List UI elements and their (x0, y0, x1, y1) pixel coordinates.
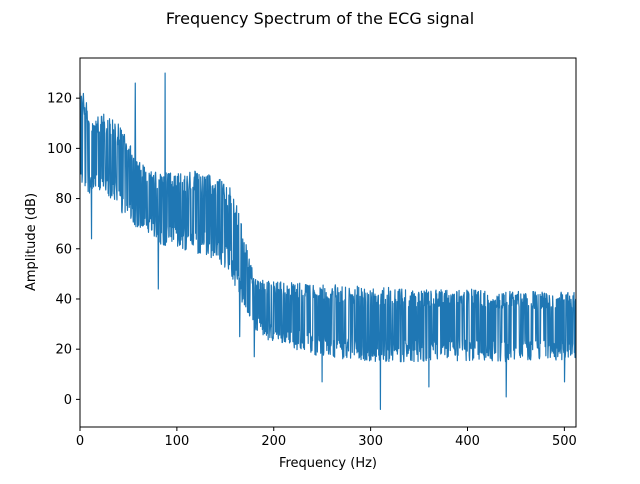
x-axis-label: Frequency (Hz) (279, 456, 377, 471)
x-tick-label: 500 (552, 434, 577, 449)
plot-frame (79, 57, 577, 428)
y-tick-label: 40 (55, 292, 72, 307)
spectrum-series-line (79, 72, 577, 411)
y-axis-label: Amplitude (dB) (24, 193, 39, 291)
y-tick-label: 100 (47, 142, 72, 157)
y-tick-label: 0 (64, 393, 72, 408)
x-tick-label: 400 (455, 434, 480, 449)
plot-area (79, 72, 577, 411)
x-axis-ticks: 0 100 200 300 400 500 (76, 427, 577, 449)
x-tick-label: 300 (358, 434, 383, 449)
x-tick-label: 200 (261, 434, 286, 449)
y-tick-label: 120 (47, 92, 72, 107)
y-axis-ticks: 0 20 40 60 80 100 120 (47, 92, 80, 408)
chart-title: Frequency Spectrum of the ECG signal (166, 9, 474, 28)
x-tick-label: 0 (76, 434, 84, 449)
x-tick-label: 100 (164, 434, 189, 449)
y-tick-label: 20 (55, 343, 72, 358)
y-tick-label: 80 (55, 192, 72, 207)
y-tick-label: 60 (55, 242, 72, 257)
